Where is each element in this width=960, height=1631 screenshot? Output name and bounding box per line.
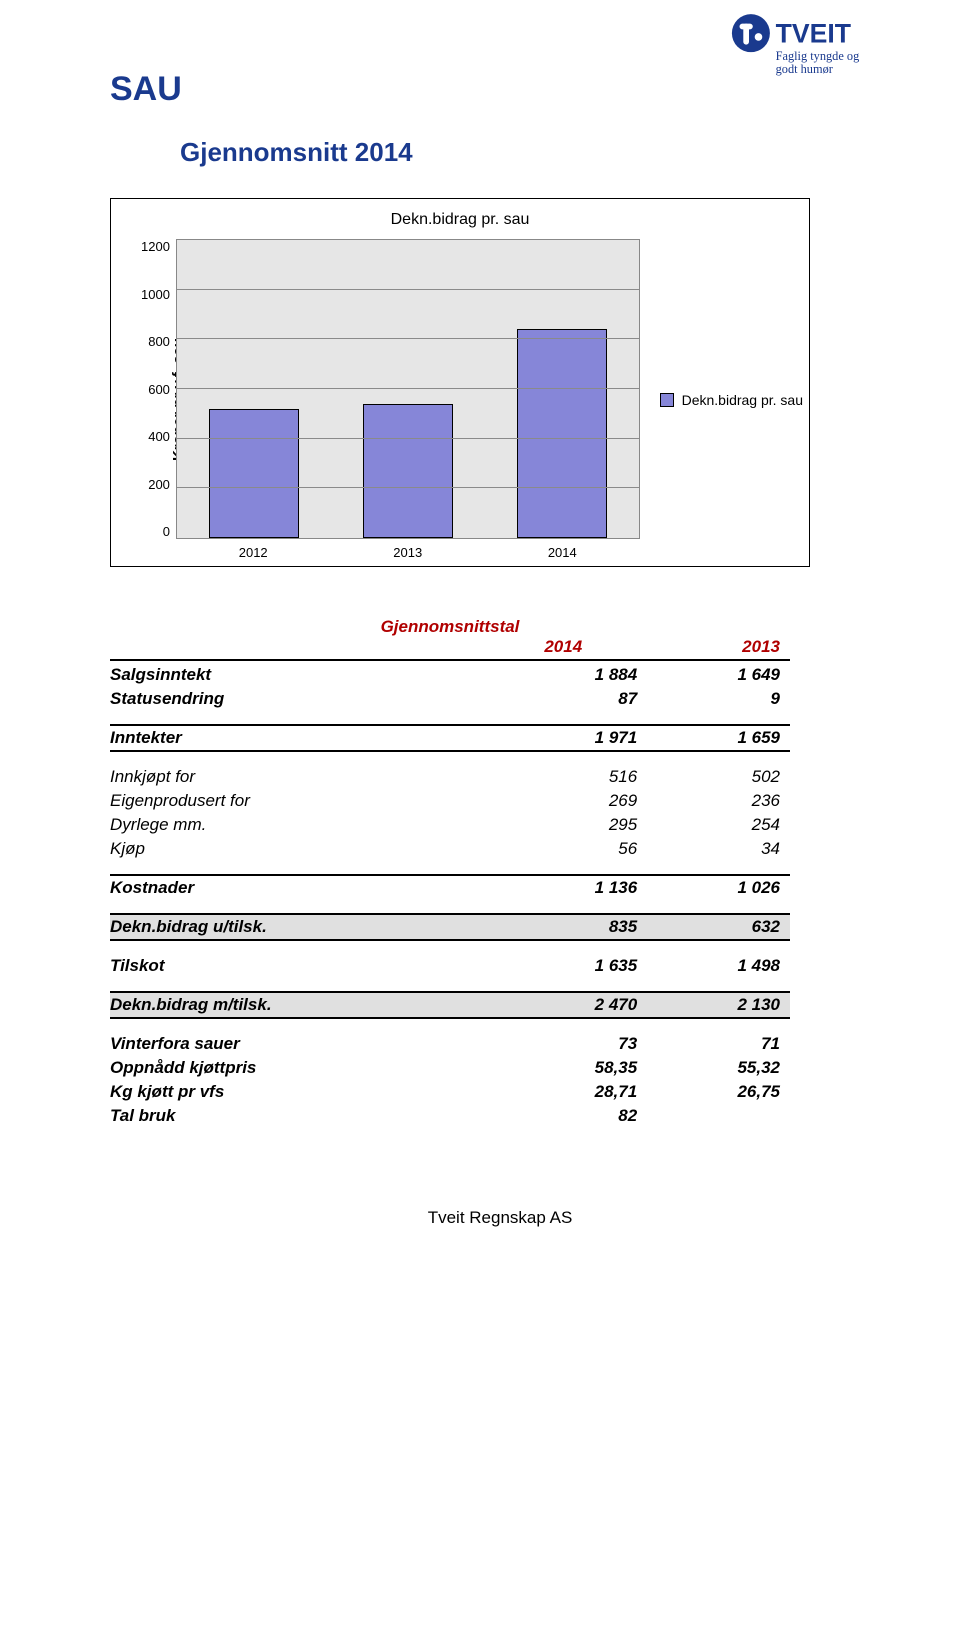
table-row: Innkjøpt for516502 (110, 765, 790, 789)
y-tick: 0 (163, 524, 170, 539)
row-value-1: 2 470 (504, 992, 647, 1018)
row-value-2: 55,32 (647, 1056, 790, 1080)
row-label: Dekn.bidrag m/tilsk. (110, 992, 504, 1018)
row-label: Oppnådd kjøttpris (110, 1056, 504, 1080)
row-value-1: 295 (504, 813, 647, 837)
grid-line (177, 289, 639, 290)
row-value-2: 502 (647, 765, 790, 789)
chart-plot-area (176, 239, 640, 539)
table-row: Eigenprodusert for269236 (110, 789, 790, 813)
row-label: Innkjøpt for (110, 765, 504, 789)
group-header-title: Gjennomsnittstal (110, 617, 790, 637)
col-year-1: 2014 (544, 637, 582, 657)
row-value-1: 1 635 (504, 954, 647, 978)
row-value-2: 254 (647, 813, 790, 837)
row-value-2: 1 026 (647, 875, 790, 900)
row-value-2 (647, 1104, 790, 1128)
chart-legend: Dekn.bidrag pr. sau (640, 392, 803, 408)
y-tick: 600 (148, 382, 170, 397)
row-value-1: 56 (504, 837, 647, 861)
table-row: Statusendring879 (110, 687, 790, 711)
table-row: Kjøp5634 (110, 837, 790, 861)
table-row: Dyrlege mm.295254 (110, 813, 790, 837)
row-label: Vinterfora sauer (110, 1032, 504, 1056)
table-row: Oppnådd kjøttpris58,3555,32 (110, 1056, 790, 1080)
table-row: Vinterfora sauer7371 (110, 1032, 790, 1056)
page-subtitle: Gjennomsnitt 2014 (180, 137, 890, 168)
row-label: Tal bruk (110, 1104, 504, 1128)
row-label: Kostnader (110, 875, 504, 900)
row-value-1: 58,35 (504, 1056, 647, 1080)
page-footer: Tveit Regnskap AS (110, 1208, 890, 1228)
row-label: Eigenprodusert for (110, 789, 504, 813)
row-value-1: 516 (504, 765, 647, 789)
table-row: Kg kjøtt pr vfs28,7126,75 (110, 1080, 790, 1104)
row-label: Statusendring (110, 687, 504, 711)
x-tick: 2012 (239, 545, 268, 560)
logo-tagline1: Faglig tyngde og (776, 49, 860, 63)
row-value-2: 236 (647, 789, 790, 813)
row-value-2: 1 659 (647, 725, 790, 751)
row-value-1: 73 (504, 1032, 647, 1056)
row-label: Dyrlege mm. (110, 813, 504, 837)
chart-bar-2012 (209, 409, 299, 538)
col-year-2: 2013 (742, 637, 780, 657)
row-label: Salgsinntekt (110, 663, 504, 687)
grid-line (177, 388, 639, 389)
row-value-1: 1 136 (504, 875, 647, 900)
row-value-1: 87 (504, 687, 647, 711)
row-value-1: 269 (504, 789, 647, 813)
data-table: Gjennomsnittstal 2014 2013 Salgsinntekt1… (110, 617, 790, 1128)
row-value-2: 2 130 (647, 992, 790, 1018)
row-label: Tilskot (110, 954, 504, 978)
table-row: Inntekter1 9711 659 (110, 725, 790, 751)
y-tick: 1200 (141, 239, 170, 254)
row-value-1: 82 (504, 1104, 647, 1128)
row-label: Kjøp (110, 837, 504, 861)
logo-tagline2: godt humør (776, 62, 833, 76)
chart-bar-2014 (517, 329, 607, 538)
row-value-2: 1 649 (647, 663, 790, 687)
grid-line (177, 438, 639, 439)
row-value-2: 632 (647, 914, 790, 940)
chart-x-ticks: 2012 2013 2014 (176, 539, 640, 560)
y-tick: 200 (148, 477, 170, 492)
grid-line (177, 338, 639, 339)
row-value-1: 28,71 (504, 1080, 647, 1104)
row-value-2: 1 498 (647, 954, 790, 978)
chart-container: Dekn.bidrag pr. sau Kroner pr v.f. sau 1… (110, 198, 810, 567)
row-value-2: 34 (647, 837, 790, 861)
grid-line (177, 487, 639, 488)
legend-label: Dekn.bidrag pr. sau (682, 392, 803, 408)
x-tick: 2013 (393, 545, 422, 560)
row-label: Kg kjøtt pr vfs (110, 1080, 504, 1104)
x-tick: 2014 (548, 545, 577, 560)
row-value-2: 9 (647, 687, 790, 711)
table-row: Tilskot1 6351 498 (110, 954, 790, 978)
table-row: Kostnader1 1361 026 (110, 875, 790, 900)
logo-brand-text: TVEIT (776, 19, 851, 49)
chart-title: Dekn.bidrag pr. sau (117, 205, 803, 239)
y-tick: 1000 (141, 287, 170, 302)
table-row: Dekn.bidrag u/tilsk.835632 (110, 914, 790, 940)
y-tick: 400 (148, 429, 170, 444)
brand-logo: TVEIT Faglig tyngde og godt humør (730, 10, 920, 87)
legend-swatch (660, 393, 674, 407)
y-tick: 800 (148, 334, 170, 349)
row-label: Dekn.bidrag u/tilsk. (110, 914, 504, 940)
row-value-2: 71 (647, 1032, 790, 1056)
row-label: Inntekter (110, 725, 504, 751)
table-row: Dekn.bidrag m/tilsk.2 4702 130 (110, 992, 790, 1018)
row-value-2: 26,75 (647, 1080, 790, 1104)
row-value-1: 1 971 (504, 725, 647, 751)
table-row: Tal bruk82 (110, 1104, 790, 1128)
row-value-1: 1 884 (504, 663, 647, 687)
table-row: Salgsinntekt1 8841 649 (110, 663, 790, 687)
table-group-header: Gjennomsnittstal 2014 2013 (110, 617, 790, 661)
chart-bar-2013 (363, 404, 453, 538)
row-value-1: 835 (504, 914, 647, 940)
